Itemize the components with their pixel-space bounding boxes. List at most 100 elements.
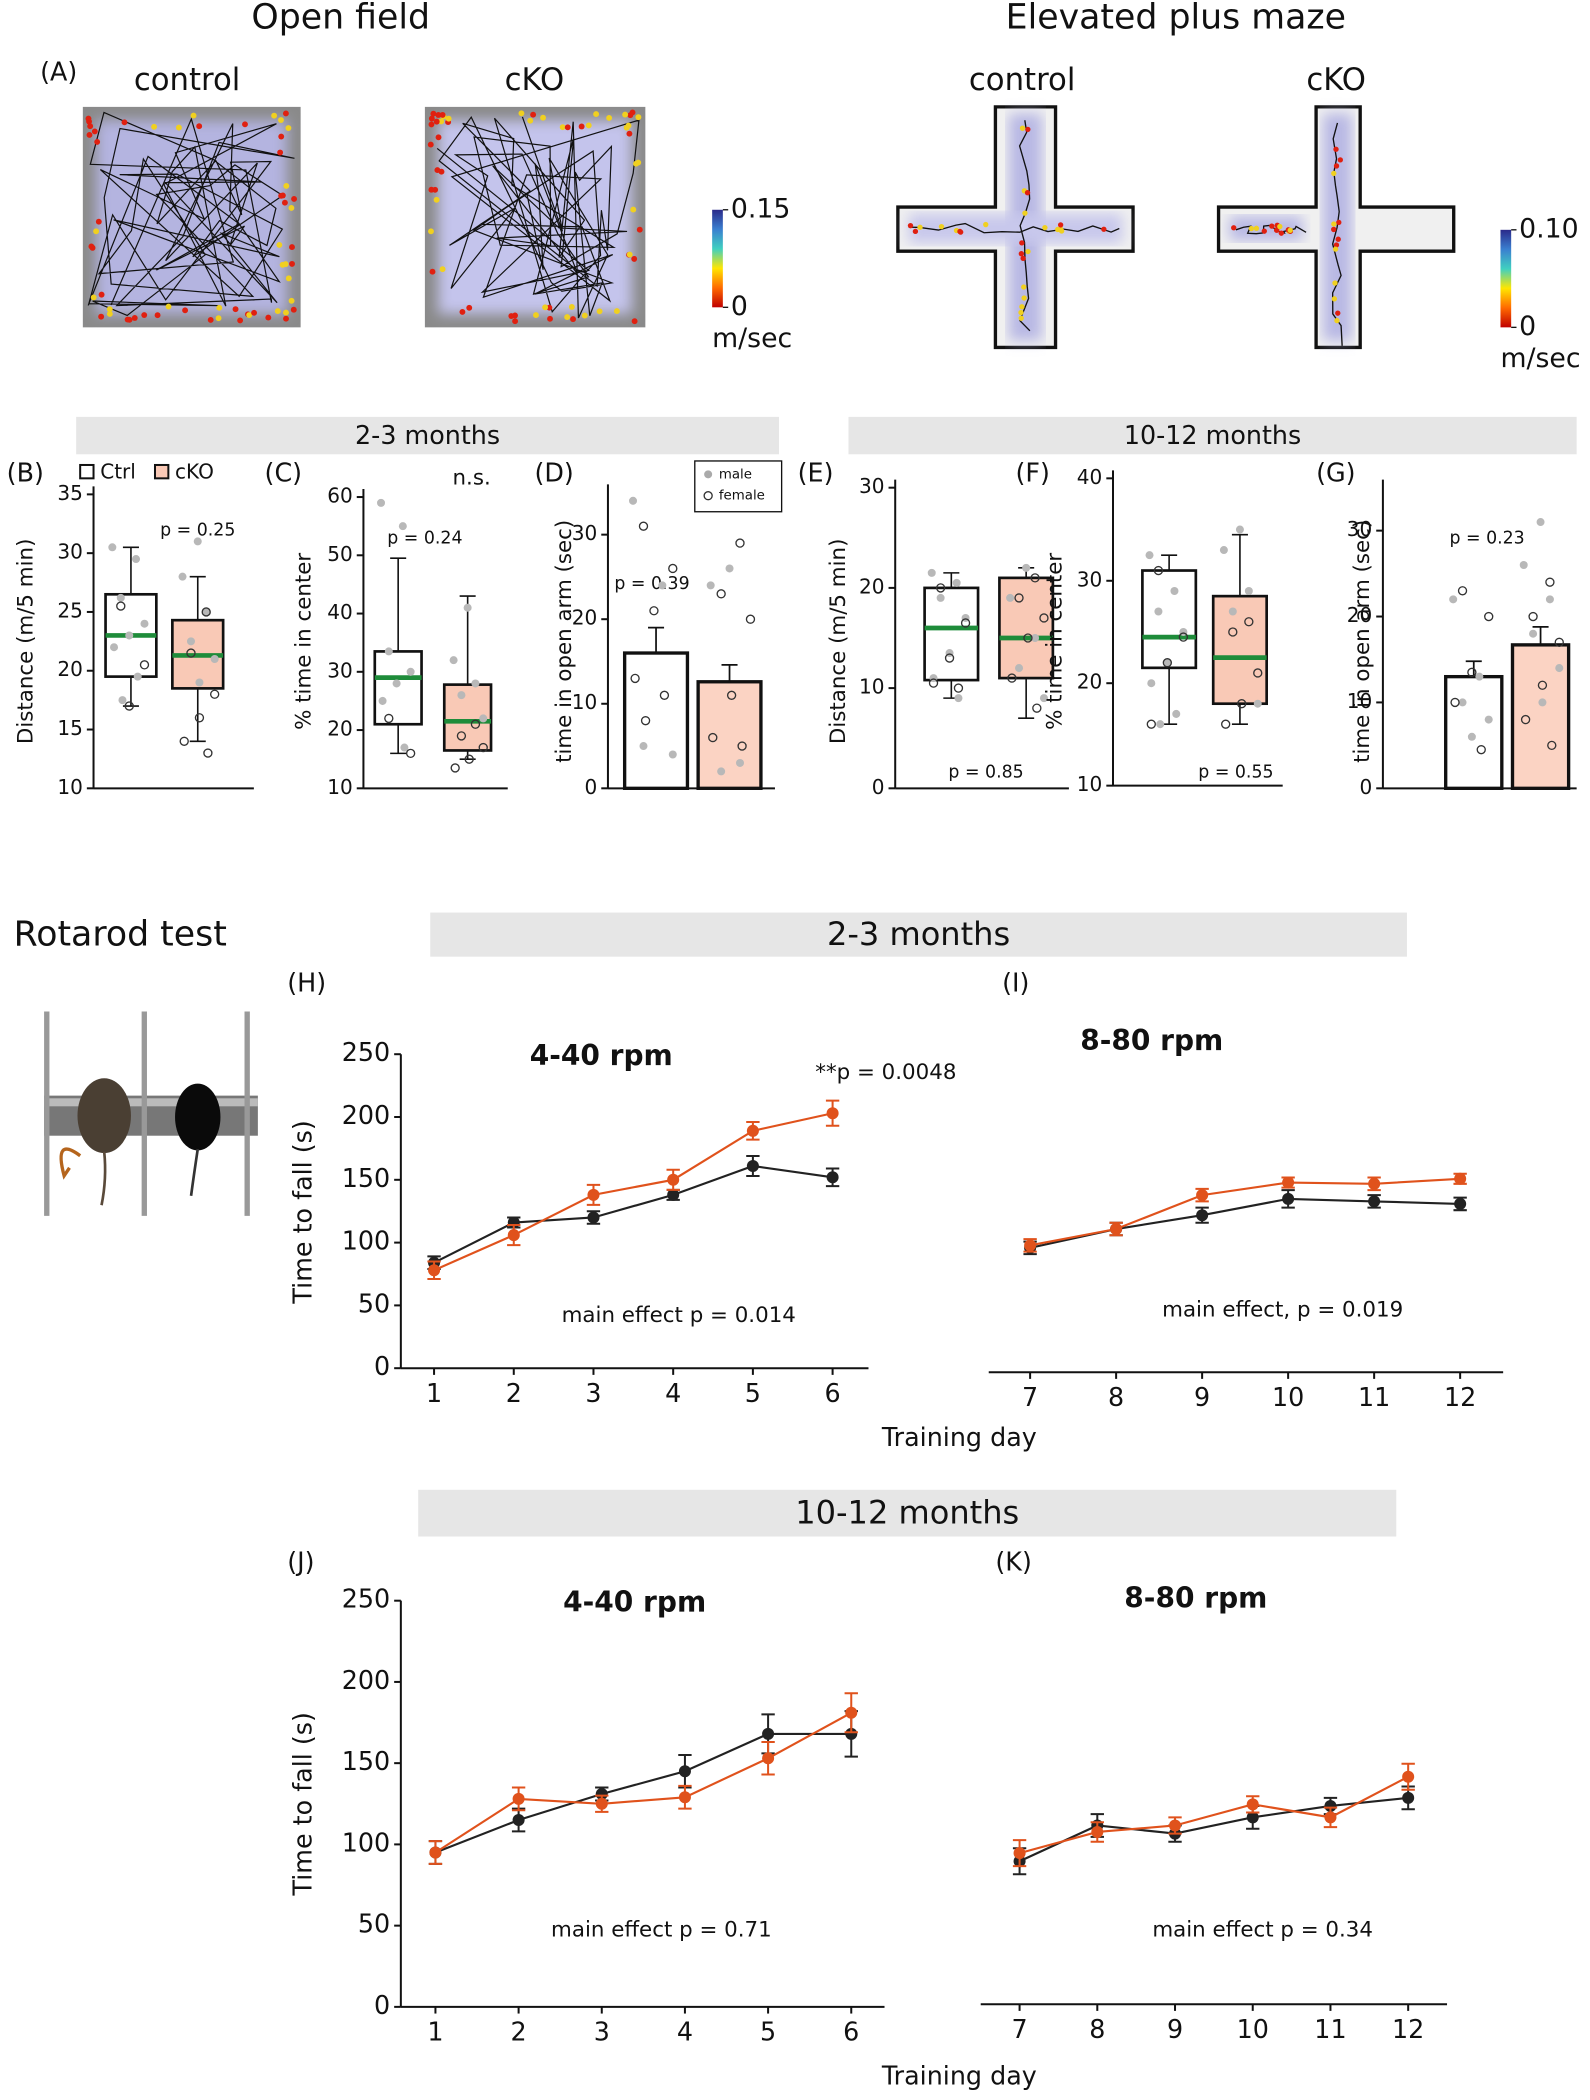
data-point [746, 1159, 759, 1173]
female-point [203, 748, 213, 758]
speed-dot [546, 304, 553, 311]
y-tick-label: 20 [859, 574, 884, 598]
speed-dot [585, 122, 592, 129]
speed-dot [433, 118, 440, 125]
speed-dot [1020, 255, 1026, 262]
trail [1018, 120, 1031, 332]
speed-dot [1019, 125, 1026, 131]
speed-dot [907, 222, 914, 229]
male-point [1545, 595, 1554, 604]
panel-label: (C) [265, 457, 303, 487]
male-point [952, 578, 961, 587]
male-point [377, 498, 386, 507]
data-point [762, 1727, 775, 1740]
data-point [1454, 1197, 1467, 1210]
bar [622, 651, 690, 790]
x-tick-label: 11 [1358, 1382, 1390, 1412]
trail [87, 111, 295, 317]
male-point [717, 767, 726, 776]
y-axis-label: time in open arm (sec) [1350, 520, 1375, 763]
age-band [76, 416, 779, 455]
x-tick-label: 2 [511, 2017, 527, 2047]
speed-dot [289, 244, 295, 251]
y-tick-label: 10 [327, 775, 352, 799]
y-tick-label: 20 [327, 717, 352, 741]
female-point [405, 748, 416, 759]
female-point [478, 742, 488, 753]
speed-dot [630, 206, 637, 213]
x-axis-label: Training day [881, 2061, 1037, 2091]
male-point [140, 619, 149, 628]
x-tick-label: 9 [1194, 1382, 1210, 1412]
annotation: p = 0.39 [614, 574, 689, 594]
age-band [430, 912, 1407, 957]
speed-dot [87, 123, 94, 130]
female-point [737, 741, 747, 751]
speed-dot [1058, 228, 1065, 234]
bar [696, 680, 763, 790]
female-point [470, 719, 481, 729]
y-tick-label: 0 [1359, 775, 1372, 799]
female-point [745, 614, 756, 624]
speed-dot [564, 314, 571, 321]
male-point [178, 572, 187, 581]
legend-swatch [153, 463, 170, 480]
annotation: p = 0.24 [387, 528, 462, 548]
male-point [639, 742, 648, 751]
age-band-label: 10-12 months [1124, 420, 1301, 450]
female-point [1554, 637, 1564, 647]
speed-dot [631, 318, 638, 325]
speed-dot [277, 149, 284, 156]
speed-dot [542, 304, 549, 311]
speed-dot [165, 303, 172, 310]
speed-dot [1335, 310, 1341, 316]
speed-dot [1332, 246, 1339, 252]
male-point [116, 593, 125, 602]
speed-dot [1057, 222, 1064, 228]
age-band-label: 2-3 months [355, 420, 500, 450]
speed-dot [86, 132, 93, 138]
series-line [434, 1711, 852, 1854]
y-tick-label: 40 [1077, 465, 1103, 489]
speed-dot [427, 141, 434, 148]
speed-dot [439, 266, 446, 273]
bar [1444, 674, 1504, 790]
speed-dot [196, 123, 203, 130]
speed-dot [433, 196, 440, 203]
male-point [1163, 658, 1172, 667]
speed-dot [623, 124, 630, 131]
y-tick-label: 10 [1077, 772, 1103, 796]
speed-dot [106, 311, 113, 317]
speed-dot [1021, 284, 1027, 290]
speed-dot [281, 199, 288, 206]
data-point [762, 1752, 775, 1765]
speed-dot [912, 228, 919, 235]
legend-label: Ctrl [100, 459, 136, 483]
male-point [118, 696, 127, 705]
speed-dot [215, 315, 222, 322]
speed-dot [570, 316, 576, 323]
male-point [202, 607, 211, 616]
speed-dot [93, 228, 100, 235]
speed-dot [636, 226, 643, 233]
male-point [1449, 595, 1458, 604]
section-title: Rotarod test [14, 914, 227, 954]
female-point [1030, 573, 1040, 583]
data-point [845, 1727, 858, 1740]
y-tick-label: 150 [342, 1163, 390, 1193]
female-point [1244, 617, 1254, 627]
colorbar-unit: m/sec [1500, 343, 1580, 374]
section-title: Open field [251, 0, 430, 38]
speed-dot [512, 318, 519, 325]
colorbar-label: 0.10 [1519, 213, 1579, 244]
series-line [1019, 1796, 1409, 1863]
female-point [1221, 719, 1231, 729]
annotation: main effect p = 0.014 [562, 1303, 796, 1328]
panel-label: (E) [798, 457, 834, 487]
x-tick-label: 6 [825, 1378, 841, 1408]
error-bar [1532, 625, 1549, 645]
female-point [209, 689, 220, 699]
colorbar-label: 0 [1519, 311, 1536, 342]
speed-dot [428, 121, 435, 128]
data-point [826, 1171, 839, 1184]
